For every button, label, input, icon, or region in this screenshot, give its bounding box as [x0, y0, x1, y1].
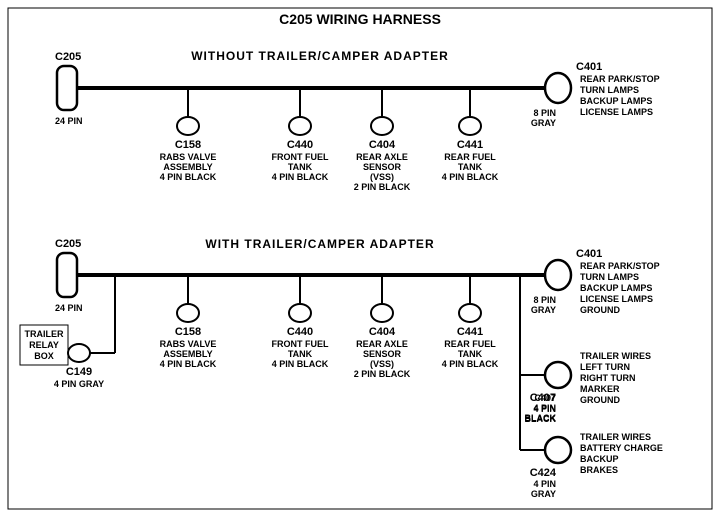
tap-desc: TANK [458, 349, 483, 359]
c407-desc: GROUND [580, 395, 620, 405]
tap-desc: ASSEMBLY [163, 349, 212, 359]
c205-pin: 24 PIN [55, 116, 83, 126]
tap-desc: TANK [288, 162, 313, 172]
c424-pin: GRAY [531, 489, 556, 499]
c205-ref-2: C205 [55, 238, 81, 250]
tap-desc: 2 PIN BLACK [354, 369, 411, 379]
tap-desc: RABS VALVE [160, 152, 217, 162]
c401-pin-2: 8 PIN [533, 295, 556, 305]
tap-desc: SENSOR [363, 349, 402, 359]
c401-pin: 8 PIN [533, 108, 556, 118]
c424-desc: BACKUP [580, 454, 619, 464]
diagram-title: C205 WIRING HARNESS [279, 11, 441, 27]
tap-desc: FRONT FUEL [272, 152, 329, 162]
tap-desc: 4 PIN BLACK [272, 359, 329, 369]
c407-desc: TRAILER WIRES [580, 351, 651, 361]
c149-ref: C149 [66, 366, 92, 378]
wiring-diagram: C205 WIRING HARNESS WITHOUT TRAILER/CAMPE… [0, 0, 720, 517]
c424-desc: BRAKES [580, 465, 618, 475]
tap-desc: TANK [458, 162, 483, 172]
c205-connector [57, 66, 77, 110]
c205-ref: C205 [55, 51, 81, 63]
c401-desc: TURN LAMPS [580, 85, 639, 95]
tap-desc: REAR FUEL [444, 339, 496, 349]
tap-ref: C158 [175, 326, 201, 338]
relay-box-label: BOX [34, 351, 54, 361]
tap-desc: 4 PIN BLACK [442, 172, 499, 182]
c407-pin: 4 PIN [533, 404, 556, 414]
tap-connector [289, 117, 311, 135]
c407-ref: C407 [530, 392, 556, 404]
c424-desc: TRAILER WIRES [580, 432, 651, 442]
tap-desc: 4 PIN BLACK [442, 359, 499, 369]
tap-ref: C440 [287, 326, 313, 338]
c401-pin-2: GRAY [531, 305, 556, 315]
c424-connector [545, 437, 571, 463]
c401-desc: LICENSE LAMPS [580, 107, 653, 117]
tap-connector [371, 304, 393, 322]
c401-desc-2: BACKUP LAMPS [580, 283, 652, 293]
c205-pin-2: 24 PIN [55, 303, 83, 313]
tap-ref: C441 [457, 139, 483, 151]
c407-desc: RIGHT TURN [580, 373, 636, 383]
c401-connector [545, 73, 571, 103]
section2-header: WITH TRAILER/CAMPER ADAPTER [205, 237, 434, 251]
c407-desc: LEFT TURN [580, 362, 630, 372]
c424-ref: C424 [530, 467, 557, 479]
c401-desc: BACKUP LAMPS [580, 96, 652, 106]
tap-desc: 4 PIN BLACK [272, 172, 329, 182]
c401-connector-2 [545, 260, 571, 290]
relay-box-label: TRAILER [25, 329, 64, 339]
c424-pin: 4 PIN [533, 479, 556, 489]
c401-ref: C401 [576, 61, 602, 73]
c407-connector [545, 362, 571, 388]
tap-connector [459, 304, 481, 322]
tap-desc: 4 PIN BLACK [160, 359, 217, 369]
tap-desc: SENSOR [363, 162, 402, 172]
tap-connector [177, 117, 199, 135]
c401-desc: REAR PARK/STOP [580, 74, 660, 84]
tap-ref: C404 [369, 326, 396, 338]
tap-desc: (VSS) [370, 359, 394, 369]
c407-pin: BLACK [525, 414, 557, 424]
c401-desc-2: GROUND [580, 305, 620, 315]
tap-desc: ASSEMBLY [163, 162, 212, 172]
tap-desc: RABS VALVE [160, 339, 217, 349]
tap-connector [459, 117, 481, 135]
relay-box-label: RELAY [29, 340, 59, 350]
tap-desc: REAR FUEL [444, 152, 496, 162]
c401-desc-2: REAR PARK/STOP [580, 261, 660, 271]
tap-ref: C441 [457, 326, 483, 338]
c407-desc: MARKER [580, 384, 620, 394]
c401-desc-2: TURN LAMPS [580, 272, 639, 282]
section1-header: WITHOUT TRAILER/CAMPER ADAPTER [191, 49, 449, 63]
c401-desc-2: LICENSE LAMPS [580, 294, 653, 304]
tap-connector [371, 117, 393, 135]
tap-desc: (VSS) [370, 172, 394, 182]
tap-connector [289, 304, 311, 322]
c149-connector [68, 344, 90, 362]
tap-desc: REAR AXLE [356, 152, 408, 162]
tap-ref: C440 [287, 139, 313, 151]
tap-desc: 4 PIN BLACK [160, 172, 217, 182]
tap-desc: TANK [288, 349, 313, 359]
tap-ref: C404 [369, 139, 396, 151]
tap-desc: FRONT FUEL [272, 339, 329, 349]
tap-desc: 2 PIN BLACK [354, 182, 411, 192]
tap-connector [177, 304, 199, 322]
c205-connector-2 [57, 253, 77, 297]
c401-ref-2: C401 [576, 248, 602, 260]
tap-ref: C158 [175, 139, 201, 151]
tap-desc: REAR AXLE [356, 339, 408, 349]
c424-desc: BATTERY CHARGE [580, 443, 663, 453]
c401-pin: GRAY [531, 118, 556, 128]
c149-pin: 4 PIN GRAY [54, 379, 104, 389]
